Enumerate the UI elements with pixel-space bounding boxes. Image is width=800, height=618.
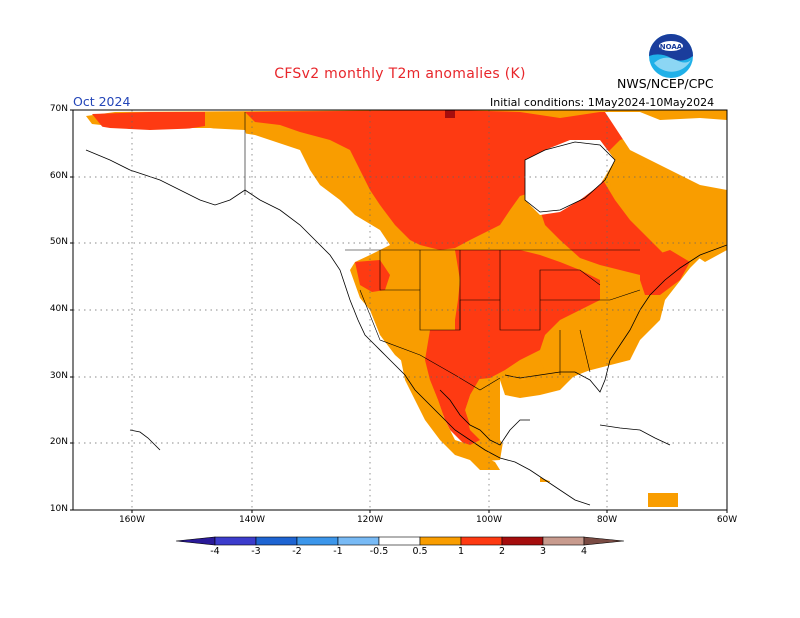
lon-label: 160W (118, 515, 146, 525)
colorbar-label: -4 (210, 546, 220, 557)
valid-month-label: Oct 2024 (73, 94, 131, 109)
initial-conditions-label: Initial conditions: 1May2024-10May2024 (490, 96, 715, 109)
lat-label: 30N (49, 371, 68, 381)
axis-ticks (70, 109, 728, 513)
lon-label: 140W (238, 515, 266, 525)
lat-label: 50N (49, 237, 68, 247)
lat-label: 60N (49, 171, 68, 181)
lon-label: 60W (716, 515, 738, 525)
anomaly-1-to-2-fill (92, 110, 690, 445)
colorbar-label: 0.5 (412, 546, 428, 557)
neutral-regions (73, 112, 727, 510)
colorbar-label: -2 (292, 546, 302, 557)
colorbar-label: 3 (539, 546, 547, 557)
lat-label: 20N (49, 437, 68, 447)
lat-label: 10N (49, 504, 68, 514)
lon-label: 80W (596, 515, 618, 525)
coastlines (85, 141, 727, 506)
lon-label: 100W (475, 515, 503, 525)
agency-label: NWS/NCEP/CPC (617, 76, 714, 91)
lon-label: 120W (356, 515, 384, 525)
colorbar-label: 4 (580, 546, 588, 557)
chart-title: CFSv2 monthly T2m anomalies (K) (274, 66, 526, 82)
lat-label: 70N (49, 104, 68, 114)
anomaly-2-to-3-fill (445, 110, 455, 118)
colorbar-label: -3 (251, 546, 261, 557)
graticule (73, 110, 727, 510)
colorbar-label: -1 (333, 546, 343, 557)
colorbar-label: 1 (457, 546, 465, 557)
lat-label: 40N (49, 304, 68, 314)
political-borders (244, 112, 641, 391)
colorbar-label: -0.5 (369, 546, 389, 557)
colorbar-label: 2 (498, 546, 506, 557)
